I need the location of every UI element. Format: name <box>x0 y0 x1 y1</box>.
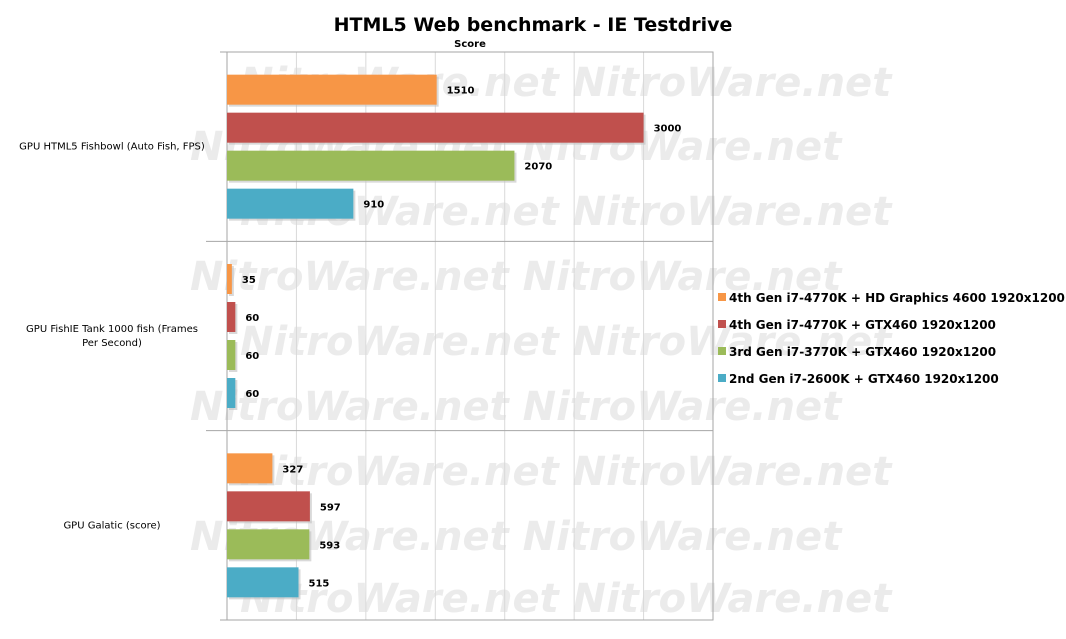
data-label: 327 <box>282 464 303 475</box>
bar <box>227 302 236 332</box>
legend-label: 3rd Gen i7-3770K + GTX460 1920x1200 <box>729 345 996 359</box>
data-label: 593 <box>319 540 340 551</box>
chart-title: HTML5 Web benchmark - IE Testdrive <box>334 14 733 36</box>
category-label: GPU Galatic (score) <box>63 520 160 531</box>
bar <box>227 188 354 219</box>
watermark-text: NitroWare.net NitroWare.net <box>190 254 843 300</box>
bar <box>227 264 232 294</box>
data-label: 60 <box>245 389 259 400</box>
bar <box>227 74 437 105</box>
watermark-text: NitroWare.net NitroWare.net <box>240 319 893 365</box>
bar <box>227 150 515 181</box>
category-label: GPU FishIE Tank 1000 fish (Frames Per Sec… <box>26 324 198 349</box>
bar <box>227 340 236 370</box>
category-label: GPU HTML5 Fishbowl (Auto Fish, FPS) <box>19 142 205 153</box>
bar <box>227 453 273 484</box>
bar <box>227 112 644 143</box>
legend: 4th Gen i7-4770K + HD Graphics 4600 1920… <box>718 291 1065 386</box>
bar <box>227 529 310 560</box>
legend-swatch <box>718 374 726 382</box>
watermark-text: NitroWare.net NitroWare.net <box>190 384 843 430</box>
legend-label: 4th Gen i7-4770K + GTX460 1920x1200 <box>729 318 996 332</box>
watermark-text: NitroWare.net NitroWare.net <box>240 576 893 622</box>
x-axis-label: Score <box>454 39 486 50</box>
plot-border <box>226 51 714 621</box>
legend-swatch <box>718 347 726 355</box>
data-label: 1510 <box>447 86 475 97</box>
legend-swatch <box>718 293 726 301</box>
data-label: 2070 <box>524 162 552 173</box>
data-label: 60 <box>245 313 259 324</box>
data-label: 515 <box>309 578 330 589</box>
bar-layer: 1510 3000 2070 910 35 60 60 60 327 597 593 515 <box>227 74 682 600</box>
legend-label: 2nd Gen i7-2600K + GTX460 1920x1200 <box>729 372 999 386</box>
bar <box>227 567 299 598</box>
watermark-text: NitroWare.net NitroWare.net <box>240 449 893 495</box>
gridlines <box>295 52 645 620</box>
bar <box>227 491 310 522</box>
bar <box>227 378 236 408</box>
data-label: 60 <box>245 351 259 362</box>
data-label: 35 <box>242 275 256 286</box>
data-label: 3000 <box>654 124 682 135</box>
category-labels: GPU HTML5 Fishbowl (Auto Fish, FPS) GPU F… <box>19 142 205 532</box>
legend-label: 4th Gen i7-4770K + HD Graphics 4600 1920… <box>729 291 1065 305</box>
plot-area <box>206 51 714 621</box>
data-label: 597 <box>320 502 341 513</box>
data-label: 910 <box>363 200 384 211</box>
legend-swatch <box>718 320 726 328</box>
